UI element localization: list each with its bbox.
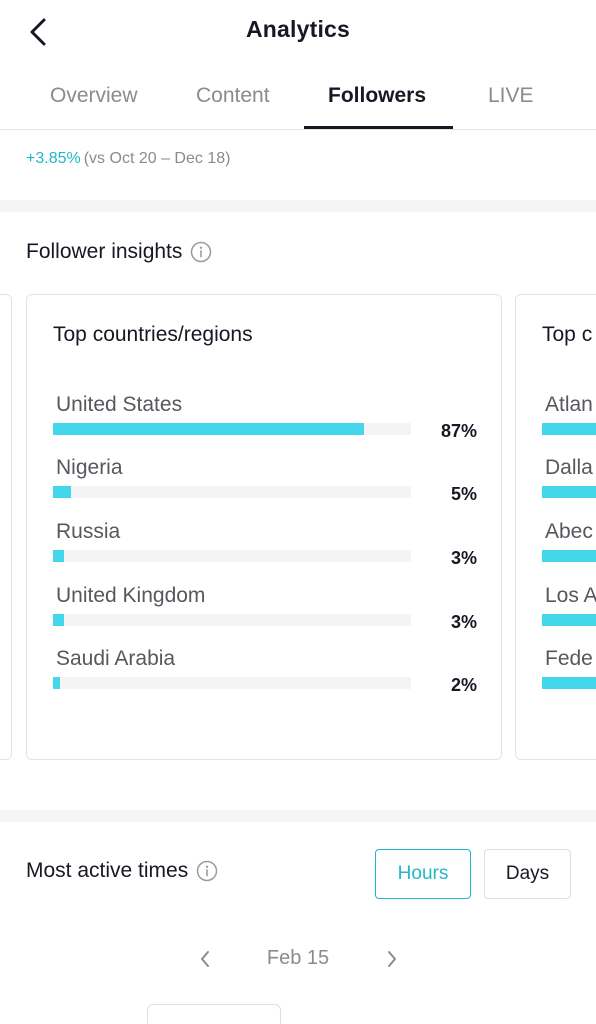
back-button[interactable] [20,12,56,52]
days-toggle-button[interactable]: Days [484,849,571,899]
previous-date-button[interactable] [192,944,218,974]
date-navigator: Feb 15 [0,940,596,980]
most-active-times-heading: Most active times [26,859,218,883]
chevron-right-icon [388,951,396,967]
chevron-left-icon [201,951,209,967]
country-label: United Kingdom [56,584,206,607]
country-label: United States [56,393,183,416]
bar-track [53,486,411,498]
bar-track [542,677,596,689]
bar-fill [53,614,64,626]
bar-fill [53,486,71,498]
city-row: Fede [542,647,596,707]
country-percent: 5% [450,484,477,504]
bar-track [542,486,596,498]
insight-card-previous[interactable] [0,294,12,760]
tab-overview[interactable]: Overview [50,84,138,107]
city-row: Atlan [542,393,596,453]
country-label: Nigeria [56,456,123,479]
city-label: Abec [545,520,593,543]
top-countries-card[interactable]: Top countries/regions United States 87% … [26,294,502,760]
bar-track [53,614,411,626]
bar-track [53,423,411,435]
bar-fill [53,423,364,435]
bar-track [542,423,596,435]
country-percent: 3% [450,612,477,632]
bar-fill [542,486,596,498]
follower-insights-heading: Follower insights [26,240,212,264]
hours-toggle-button[interactable]: Hours [375,849,471,899]
bar-track [542,614,596,626]
header: Analytics [0,0,596,62]
country-row: United States 87% [53,393,477,453]
follower-change-delta: +3.85% [26,150,81,167]
city-row: Los A [542,584,596,644]
tab-bar: Overview Content Followers LIVE [0,66,596,130]
follower-change-comparison: (vs Oct 20 – Dec 18) [83,150,231,167]
card-title: Top countries/regions [53,323,253,346]
card-title: Top c [542,323,593,346]
country-percent: 3% [450,548,477,568]
bar-fill [542,550,596,562]
info-icon[interactable] [196,860,218,882]
follower-change: +3.85% (vs Oct 20 – Dec 18) [26,150,230,168]
country-row: Nigeria 5% [53,456,477,516]
bar-fill [53,677,60,689]
bar-fill [542,614,596,626]
top-cities-card[interactable]: Top c Atlan Dalla Abec Los A Fede [515,294,596,760]
country-row: United Kingdom 3% [53,584,477,644]
city-row: Dalla [542,456,596,516]
chevron-left-icon [30,18,46,46]
most-active-times-title: Most active times [26,859,189,882]
tab-live[interactable]: LIVE [488,84,534,107]
bar-track [542,550,596,562]
country-label: Saudi Arabia [56,647,176,670]
next-date-button[interactable] [379,944,405,974]
tab-followers[interactable]: Followers [328,84,427,107]
bar-fill [542,423,596,435]
city-row: Abec [542,520,596,580]
info-icon[interactable] [190,241,212,263]
follower-insights-title: Follower insights [26,240,183,263]
page-title: Analytics [245,16,351,42]
chart-tooltip-box [147,1004,281,1024]
bar-fill [53,550,64,562]
bar-track [53,550,411,562]
bar-fill [542,677,596,689]
active-tab-indicator [304,126,453,129]
city-label: Fede [545,647,593,670]
country-percent: 87% [440,421,477,441]
tab-content[interactable]: Content [196,84,270,107]
country-row: Saudi Arabia 2% [53,647,477,707]
bar-track [53,677,411,689]
country-row: Russia 3% [53,520,477,580]
city-label: Atlan [545,393,593,416]
date-label: Feb 15 [266,947,330,969]
city-label: Dalla [545,456,593,479]
section-divider [0,810,596,822]
country-label: Russia [56,520,121,543]
city-label: Los A [545,584,596,607]
country-percent: 2% [450,675,477,695]
section-divider [0,200,596,212]
